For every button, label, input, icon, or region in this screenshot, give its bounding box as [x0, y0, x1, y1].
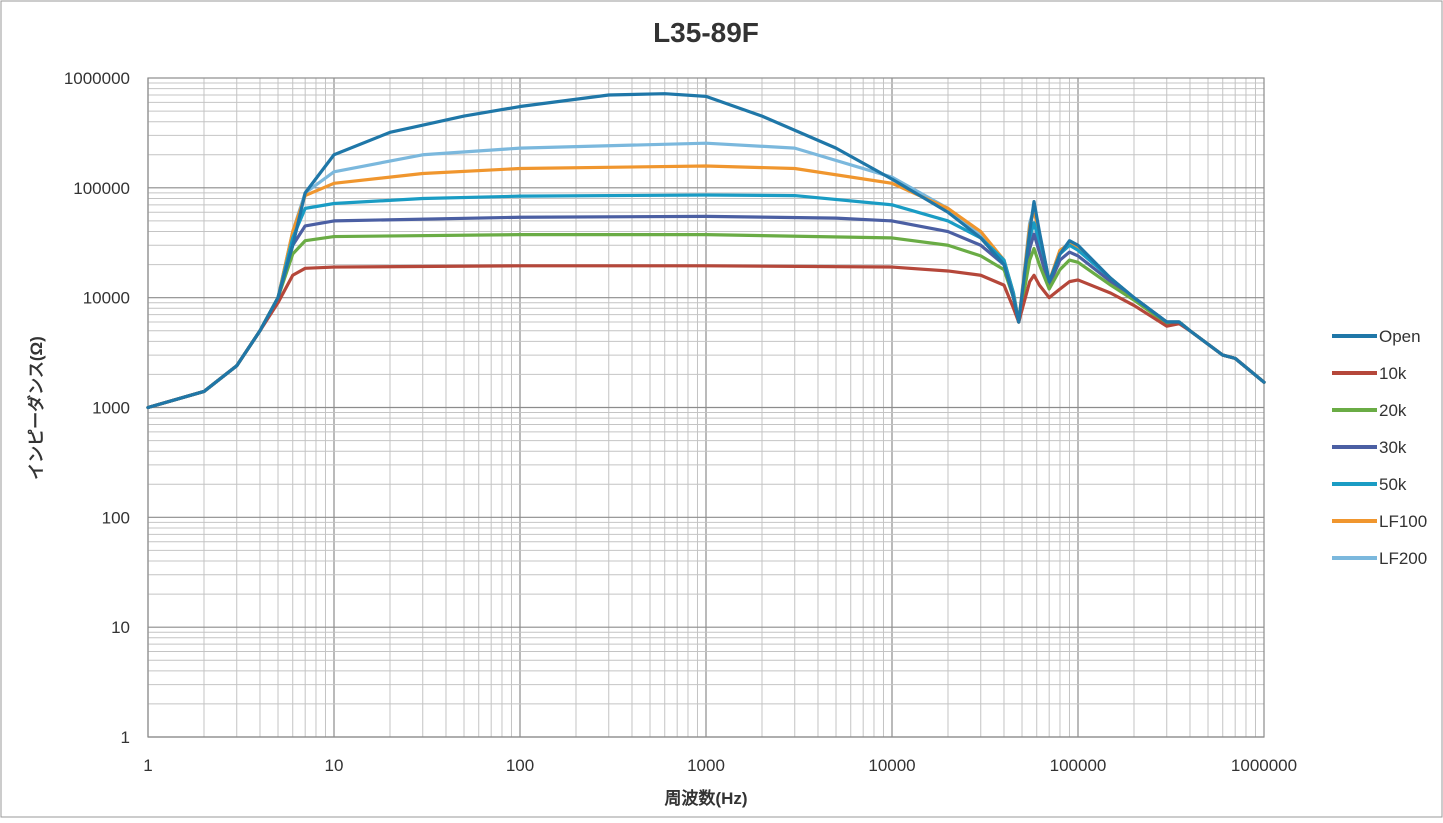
- x-tick-label: 100000: [1050, 756, 1107, 775]
- y-tick-label: 10000: [83, 289, 130, 308]
- x-tick-label: 1000000: [1231, 756, 1297, 775]
- legend: Open 10k 20k 30k 50k LF100 LF200: [1332, 327, 1427, 568]
- y-tick-label: 100000: [73, 179, 130, 198]
- legend-label-open: Open: [1379, 327, 1421, 346]
- legend-label-20k: 20k: [1379, 401, 1407, 420]
- legend-label-10k: 10k: [1379, 364, 1407, 383]
- y-tick-label: 10: [111, 618, 130, 637]
- series-layer: [146, 92, 1266, 410]
- legend-label-lf100: LF100: [1379, 512, 1427, 531]
- x-tick-label: 10: [325, 756, 344, 775]
- x-tick-label: 100: [506, 756, 534, 775]
- y-tick-label: 1000000: [64, 69, 130, 88]
- legend-label-50k: 50k: [1379, 475, 1407, 494]
- y-tick-label: 1: [121, 728, 130, 747]
- x-axis-label: 周波数(Hz): [664, 788, 747, 808]
- x-tick-label: 1000: [687, 756, 725, 775]
- x-axis-ticks: 1 10 100 1000 10000 100000 1000000: [143, 756, 1297, 775]
- x-tick-label: 10000: [868, 756, 915, 775]
- legend-label-30k: 30k: [1379, 438, 1407, 457]
- x-tick-label: 1: [143, 756, 152, 775]
- y-axis-label: インピーダンス(Ω): [26, 336, 46, 480]
- y-axis-ticks: 1 10 100 1000 10000 100000 1000000: [64, 69, 130, 747]
- grid: [147, 77, 1265, 738]
- legend-label-lf200: LF200: [1379, 549, 1427, 568]
- y-tick-label: 100: [102, 508, 130, 527]
- y-tick-label: 1000: [92, 399, 130, 418]
- chart-title: L35-89F: [653, 17, 759, 48]
- series-line-open: [146, 92, 1266, 410]
